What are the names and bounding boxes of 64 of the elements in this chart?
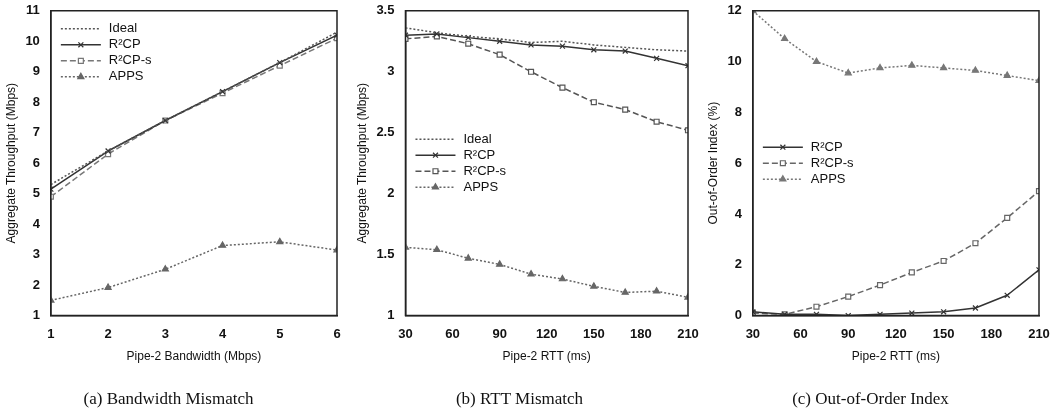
x-tick-label: 210 (1028, 325, 1050, 341)
legend-label: R²CP (463, 146, 496, 162)
x-tick-label: 30 (745, 325, 761, 341)
legend-label: R²CP-s (108, 52, 152, 68)
y-tick-label: 7 (32, 124, 40, 140)
x-tick-label: 180 (980, 325, 1003, 341)
x-tick-label: 150 (582, 325, 605, 341)
x-tick-label: 60 (793, 325, 808, 341)
x-tick-label: 90 (492, 325, 507, 341)
y-tick-label: 5 (32, 185, 40, 201)
y-tick-label: 8 (32, 93, 40, 109)
x-tick-label: 1 (47, 325, 55, 341)
y-tick-label: 0 (734, 307, 742, 323)
y-tick-label: 1.5 (376, 246, 395, 262)
y-tick-label: 10 (25, 32, 40, 48)
y-tick-label: 3 (32, 246, 40, 262)
y-tick-label: 4 (32, 215, 41, 231)
y-tick-label: 10 (727, 53, 742, 69)
y-tick-label: 11 (26, 2, 40, 18)
y-tick-label: 2.5 (376, 124, 395, 140)
legend-label: R²CP-s (463, 162, 507, 178)
text: (c) Out-of-Order Index (792, 389, 950, 409)
x-tick-label: 60 (445, 325, 460, 341)
x-tick-label: 2 (104, 325, 112, 341)
y-tick-label: 1 (387, 307, 395, 323)
x-tick-label: 4 (218, 325, 227, 341)
legend-label: Ideal (108, 20, 138, 36)
y-axis-title: Out-of-Order Index (%) (705, 101, 720, 225)
x-tick-label: 30 (398, 325, 413, 341)
text: (b) RTT Mismatch (455, 389, 584, 409)
x-tick-label: 90 (841, 325, 856, 341)
y-tick-label: 3 (387, 63, 395, 79)
legend-label: APPS (463, 178, 499, 194)
legend-label: R²CP (108, 36, 141, 52)
x-axis-title: Pipe-2 RTT (ms) (851, 348, 941, 363)
legend-label: Ideal (463, 130, 492, 146)
y-tick-label: 2 (32, 276, 40, 292)
y-tick-label: 12 (727, 2, 742, 18)
y-tick-label: 3.5 (376, 2, 395, 18)
legend-label: R²CP (810, 138, 843, 154)
x-axis-title: Pipe-2 RTT (ms) (502, 348, 591, 363)
y-axis-title: Aggregate Throughput (Mbps) (354, 82, 369, 244)
legend-label: R²CP-s (810, 154, 854, 170)
legend-label: APPS (108, 68, 144, 84)
x-tick-label: 180 (630, 325, 652, 341)
x-tick-label: 120 (885, 325, 907, 341)
text: (a) Bandwidth Mismatch (83, 389, 254, 409)
y-tick-label: 6 (734, 154, 742, 170)
x-tick-label: 3 (161, 325, 169, 341)
y-tick-label: 2 (387, 185, 395, 201)
y-tick-label: 2 (734, 256, 742, 272)
x-tick-label: 150 (932, 325, 955, 341)
x-tick-label: 210 (677, 325, 699, 341)
y-tick-label: 9 (32, 63, 40, 79)
x-axis-title: Pipe-2 Bandwidth (Mbps) (126, 348, 262, 363)
y-axis-title: Aggregate Throughput (Mbps) (3, 82, 18, 244)
x-tick-label: 5 (276, 325, 284, 341)
x-tick-label: 120 (535, 325, 558, 341)
y-tick-label: 6 (32, 154, 40, 170)
y-tick-label: 4 (734, 205, 743, 221)
y-tick-label: 1 (32, 307, 40, 323)
y-tick-label: 8 (734, 103, 742, 119)
x-tick-label: 6 (333, 325, 341, 341)
legend-label: APPS (810, 170, 846, 186)
